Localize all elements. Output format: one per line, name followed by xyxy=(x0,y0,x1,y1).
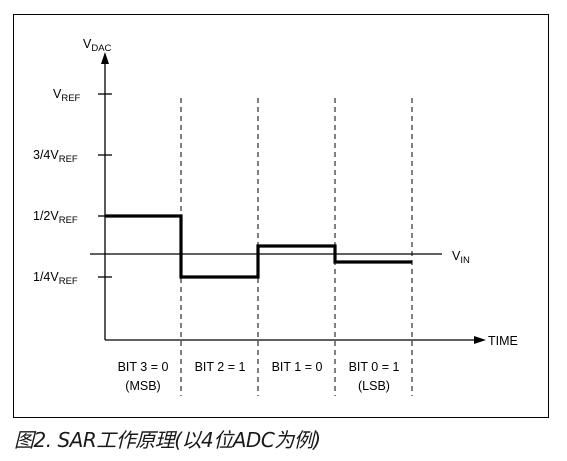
x-axis-label: TIME xyxy=(488,334,518,348)
vin-label: VIN xyxy=(452,249,470,266)
bit3-label: BIT 3 = 0 xyxy=(118,360,169,374)
bit3-sublabel: (MSB) xyxy=(125,379,160,393)
y-tick-label-3-4-vref: 3/4VREF xyxy=(33,148,78,165)
bit1-label: BIT 1 = 0 xyxy=(272,360,323,374)
y-tick-label-1-4-vref: 1/4VREF xyxy=(33,270,78,287)
y-axis-arrow xyxy=(101,52,109,64)
dac-output-waveform xyxy=(105,214,412,279)
bit2-label: BIT 2 = 1 xyxy=(195,360,246,374)
figure-caption: 图2. SAR工作原理(以4位ADC为例) xyxy=(14,428,321,452)
y-tick-label-vref: VREF xyxy=(53,87,81,104)
y-tick-label-1-2-vref: 1/2VREF xyxy=(33,209,78,226)
bit0-label: BIT 0 = 1 xyxy=(349,360,400,374)
x-axis-arrow xyxy=(474,336,486,344)
y-axis-label: VDAC xyxy=(83,37,112,54)
bit0-sublabel: (LSB) xyxy=(358,379,390,393)
